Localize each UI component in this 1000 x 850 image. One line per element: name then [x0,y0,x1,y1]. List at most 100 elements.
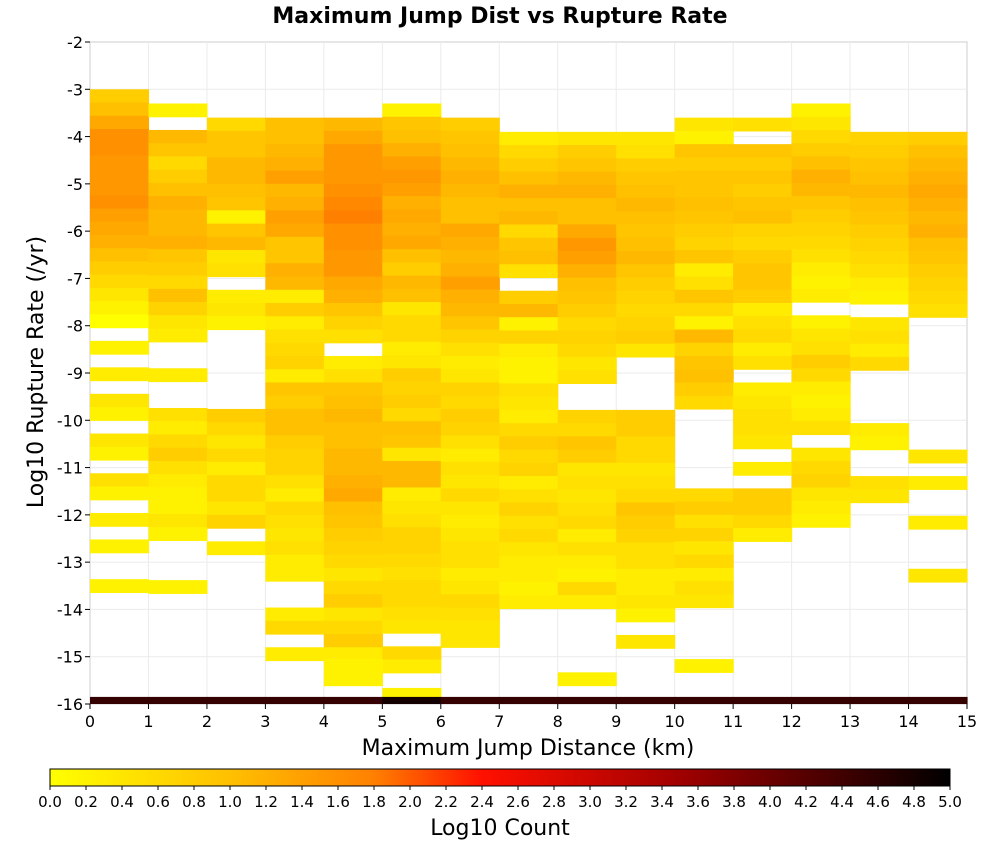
heat-cell [440,620,500,635]
heat-cell [382,103,442,118]
heat-cell [791,275,851,290]
heat-cell-bottom-row [791,696,851,704]
heat-cell [499,555,559,570]
heat-cell [440,197,500,211]
heat-cell [616,568,676,583]
heat-cell-bottom-row [674,696,734,704]
heat-cell [382,513,442,528]
heat-cell [850,171,910,186]
heat-cell [674,659,734,673]
heat-cell [440,355,500,370]
heat-cell [616,582,676,596]
heat-cell [791,407,851,422]
heat-cell [440,144,500,158]
heat-cell [616,131,676,146]
heat-cell [323,130,383,145]
heat-cell [90,102,150,117]
heat-cell [557,555,617,570]
heat-cell [674,342,734,357]
heat-cell [850,158,910,173]
heat-cell [206,117,266,132]
heat-cell-bottom-row [616,696,676,704]
heat-cell [382,527,442,541]
heat-cell [382,288,442,303]
heat-cell [90,314,150,329]
heat-cell [265,117,325,132]
heat-cell [440,435,500,450]
heat-cell [791,235,851,250]
heat-cell [674,263,734,278]
heat-cell [90,248,150,263]
heat-cell [323,329,383,344]
heat-cell [323,514,383,529]
heat-cell [90,407,150,421]
heat-cell [323,634,383,648]
heat-cell [440,541,500,556]
heat-cell [733,408,793,423]
colorbar-tick-label: 3.6 [686,793,710,811]
heat-cell [557,356,617,371]
heat-cell [323,382,383,397]
heat-cell [616,595,676,610]
heat-cell [206,316,266,331]
heat-cell [674,514,734,529]
heat-cell [850,224,910,239]
heat-cell [206,197,266,211]
heat-cell [499,237,559,252]
heat-cell [499,409,559,424]
heat-cell [265,342,325,357]
heat-cell [323,117,383,132]
heat-cell [323,659,383,673]
heat-cell [791,116,851,131]
heat-cell [90,512,150,527]
heat-cell [323,236,383,251]
heat-cell-bottom-row [850,696,910,704]
heat-cell [206,408,266,423]
colorbar-tick-label: 5.0 [938,793,962,811]
colorbar-tick-label: 0.8 [182,793,206,811]
heat-cell [265,488,325,503]
heat-cell [908,224,968,239]
colorbar-tick-label: 2.0 [398,793,422,811]
heat-cell [674,157,734,172]
heat-cell [908,237,968,252]
heat-cell [674,223,734,238]
heat-cell [323,620,383,635]
heat-cell [265,461,325,476]
heat-cell [557,343,617,358]
heat-cell [557,515,617,530]
x-tick-label: 14 [898,712,918,731]
heat-cell [557,317,617,332]
heat-cell [440,369,500,384]
heat-cell [499,224,559,239]
heat-cell [265,607,325,622]
heat-cell [90,261,150,276]
heat-cell [499,264,559,279]
heat-cell [90,142,150,157]
heat-cell [557,224,617,239]
heat-cell [616,303,676,318]
heat-cell [440,408,500,423]
heat-cell [323,289,383,304]
heat-cell [440,594,500,609]
heat-cell [499,423,559,437]
heat-cell [557,237,617,252]
heat-cell [616,502,676,517]
heat-cell [674,329,734,344]
heat-cell [206,435,266,450]
heat-cell [791,182,851,197]
heat-cell [616,423,676,437]
heat-cell [148,235,208,250]
heat-cell [791,288,851,303]
x-tick-label: 10 [664,712,684,731]
heat-cell [616,343,676,358]
heat-cell [557,211,617,226]
heat-cell [323,395,383,410]
heat-cell [206,183,266,198]
heat-cell [557,131,617,146]
heat-cell [733,170,793,185]
heat-cell [616,608,676,623]
heat-cell [733,488,793,503]
heat-cell [908,449,968,464]
x-tick-label: 6 [436,712,446,731]
